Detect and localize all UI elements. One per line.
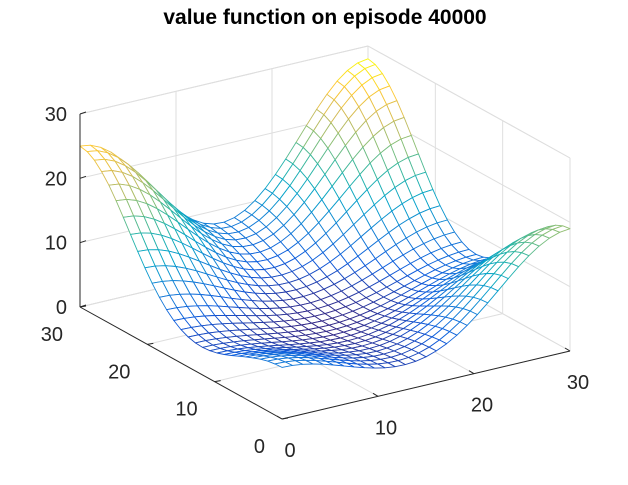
x-tick-mark — [372, 392, 379, 397]
tick-label: 30 — [45, 104, 67, 126]
x-tick-mark — [564, 347, 571, 352]
tick-label: 0 — [284, 440, 295, 462]
axes: 0 10 20 30 0 10 20 30 0 10 20 30 — [41, 104, 589, 462]
z-tick-mark — [79, 240, 87, 244]
y-tick-mark — [214, 380, 221, 383]
tick-label: 30 — [41, 324, 63, 346]
tick-label: 0 — [56, 297, 67, 319]
grid-line — [79, 45, 369, 115]
surface-patch — [274, 361, 293, 368]
z-tick-mark — [79, 304, 87, 308]
grid-line — [367, 45, 571, 159]
tick-label: 10 — [175, 399, 197, 421]
y-tick-mark — [147, 342, 154, 345]
tick-label: 20 — [108, 361, 130, 383]
z-tick-mark — [79, 175, 87, 179]
chart-title: value function on episode 40000 — [163, 6, 486, 29]
y-axis-line — [79, 306, 283, 420]
tick-label: 10 — [45, 233, 67, 255]
tick-label: 20 — [471, 395, 493, 417]
tick-label: 0 — [254, 436, 265, 458]
y-tick-mark — [281, 417, 289, 420]
x-axis-line — [281, 350, 571, 420]
x-tick-mark — [468, 370, 475, 375]
x-tick-mark — [276, 415, 283, 420]
z-tick-mark — [79, 111, 87, 115]
tick-label: 20 — [45, 168, 67, 190]
surface-mesh — [79, 58, 571, 369]
tick-label: 30 — [567, 372, 589, 394]
tick-label: 10 — [375, 417, 397, 439]
